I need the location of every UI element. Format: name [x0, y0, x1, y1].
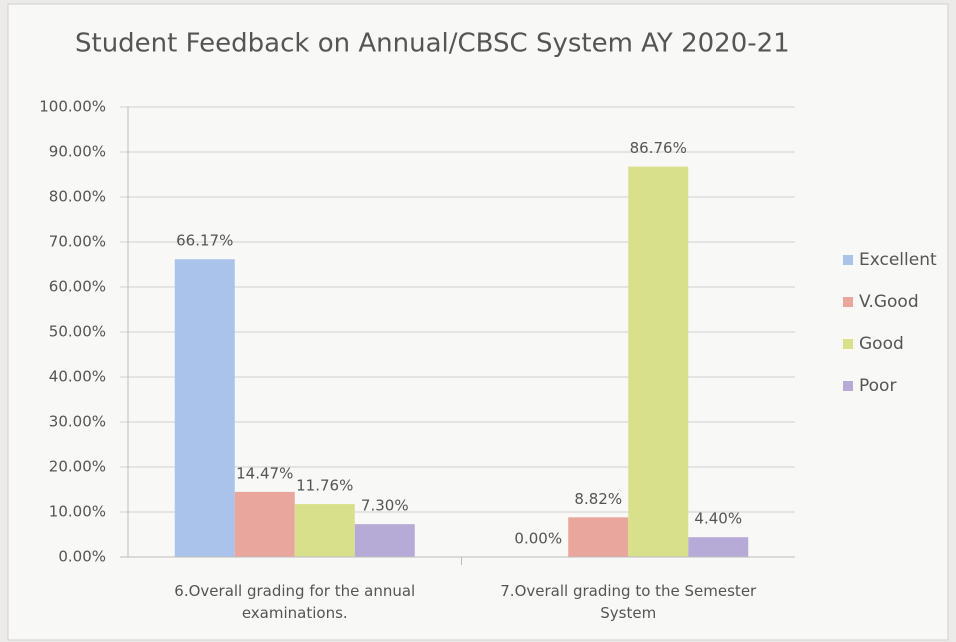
chart-title: Student Feedback on Annual/CBSC System A…	[75, 29, 790, 59]
x-tick-label: 6.Overall grading for the annual examina…	[174, 582, 416, 622]
y-tick-label: 90.00%	[49, 143, 106, 161]
legend-label: Good	[859, 334, 904, 354]
legend-swatch	[843, 339, 853, 349]
bar	[174, 259, 235, 557]
legend-label: Poor	[859, 376, 896, 396]
y-tick-label: 80.00%	[49, 188, 106, 206]
bar	[568, 517, 629, 557]
bar	[234, 491, 295, 557]
data-label: 4.40%	[694, 510, 742, 528]
data-label: 66.17%	[176, 232, 233, 250]
legend-swatch	[843, 381, 853, 391]
y-tick-label: 100.00%	[39, 98, 106, 116]
bar	[688, 537, 749, 557]
legend-swatch	[843, 255, 853, 265]
y-tick-label: 30.00%	[49, 413, 106, 431]
y-tick-label: 10.00%	[49, 503, 106, 521]
bar	[354, 524, 415, 557]
chart-background	[7, 3, 949, 641]
data-label: 0.00%	[514, 530, 562, 548]
y-tick-label: 40.00%	[49, 368, 106, 386]
data-label: 8.82%	[574, 490, 622, 508]
legend-label: V.Good	[859, 292, 919, 312]
bar	[628, 166, 689, 557]
bar	[294, 504, 355, 557]
data-label: 14.47%	[236, 464, 293, 482]
data-label: 11.76%	[296, 477, 353, 495]
y-tick-label: 0.00%	[58, 548, 106, 566]
x-tick-label: 7.Overall grading to the Semester System	[500, 582, 757, 622]
y-tick-label: 20.00%	[49, 458, 106, 476]
legend-swatch	[843, 297, 853, 307]
data-label: 7.30%	[361, 497, 409, 515]
y-tick-label: 70.00%	[49, 233, 106, 251]
legend-label: Excellent	[859, 250, 937, 270]
y-tick-label: 50.00%	[49, 323, 106, 341]
y-tick-label: 60.00%	[49, 278, 106, 296]
data-label: 86.76%	[630, 139, 687, 157]
